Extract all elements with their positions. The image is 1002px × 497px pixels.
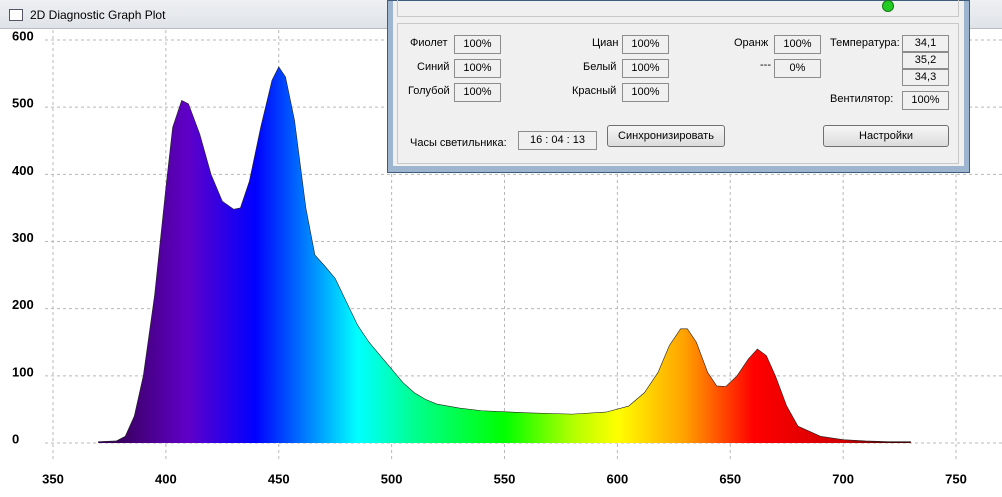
channel-value[interactable]: 100% (774, 35, 821, 54)
channel-value[interactable]: 100% (454, 35, 501, 54)
temperature-value: 34,3 (902, 69, 949, 86)
channel-value[interactable]: 100% (622, 59, 669, 78)
channel-label: Фиолет (410, 37, 448, 49)
channel-label: Красный (572, 85, 617, 97)
y-tick-label: 300 (12, 230, 34, 245)
clock-value: 16 : 04 : 13 (518, 131, 597, 150)
x-tick-label: 550 (494, 471, 516, 486)
x-tick-label: 650 (719, 471, 741, 486)
temperature-value: 35,2 (902, 52, 949, 69)
y-tick-label: 100 (12, 364, 34, 379)
channel-label: --- (760, 59, 771, 71)
x-tick-label: 400 (155, 471, 177, 486)
y-tick-label: 400 (12, 163, 34, 178)
x-tick-label: 700 (832, 471, 854, 486)
spectrum-area (98, 66, 911, 443)
channel-value[interactable]: 0% (774, 59, 821, 78)
channel-label: Оранж (734, 37, 769, 49)
x-tick-label: 500 (381, 471, 403, 486)
fan-value: 100% (902, 91, 949, 110)
x-tick-label: 350 (42, 471, 64, 486)
x-tick-label: 600 (607, 471, 629, 486)
temperature-label: Температура: (830, 37, 900, 49)
status-led (882, 0, 894, 12)
y-tick-label: 0 (12, 431, 19, 446)
channel-value[interactable]: 100% (622, 83, 669, 102)
fan-label: Вентилятор: (830, 93, 894, 105)
sync-button[interactable]: Синхронизировать (607, 125, 725, 147)
settings-button[interactable]: Настройки (823, 125, 949, 147)
app-icon (9, 9, 23, 21)
channel-label: Синий (417, 61, 450, 73)
channel-value[interactable]: 100% (454, 83, 501, 102)
temperature-value: 34,1 (902, 35, 949, 52)
control-window: Фиолет 100% Синий 100% Голубой 100% Циан… (387, 0, 970, 173)
channel-label: Голубой (408, 85, 450, 97)
window-title: 2D Diagnostic Graph Plot (30, 8, 166, 22)
channel-label: Циан (592, 37, 619, 49)
y-tick-label: 600 (12, 28, 34, 43)
clock-label: Часы светильника: (410, 137, 507, 149)
channel-label: Белый (583, 61, 617, 73)
x-tick-label: 750 (945, 471, 967, 486)
y-tick-label: 500 (12, 96, 34, 111)
y-tick-label: 200 (12, 297, 34, 312)
status-group (397, 0, 959, 17)
spectrum-line (98, 66, 911, 442)
channel-value[interactable]: 100% (454, 59, 501, 78)
settings-group (397, 23, 959, 164)
channel-value[interactable]: 100% (622, 35, 669, 54)
x-tick-label: 450 (268, 471, 290, 486)
control-panel: Фиолет 100% Синий 100% Голубой 100% Циан… (393, 0, 964, 166)
